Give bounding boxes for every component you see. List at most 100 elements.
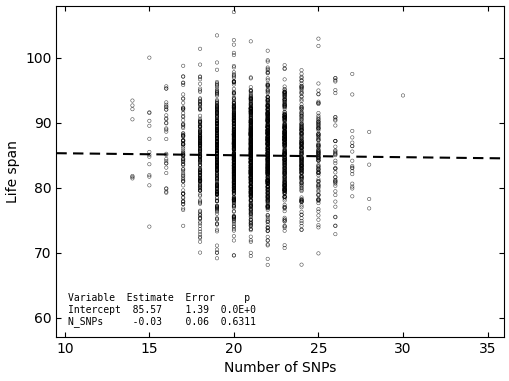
Point bbox=[263, 157, 271, 163]
Point bbox=[195, 172, 204, 178]
Point bbox=[280, 94, 288, 101]
Point bbox=[246, 150, 254, 157]
X-axis label: Number of SNPs: Number of SNPs bbox=[224, 362, 336, 375]
Point bbox=[179, 95, 187, 101]
Point bbox=[280, 155, 288, 161]
Point bbox=[179, 137, 187, 143]
Point bbox=[314, 151, 322, 157]
Point bbox=[230, 153, 238, 159]
Point bbox=[212, 143, 220, 149]
Point bbox=[179, 161, 187, 167]
Point bbox=[263, 130, 271, 136]
Point bbox=[230, 114, 238, 120]
Point bbox=[195, 133, 204, 139]
Point bbox=[263, 168, 271, 174]
Point bbox=[195, 130, 204, 136]
Point bbox=[195, 119, 204, 125]
Point bbox=[230, 151, 238, 157]
Point bbox=[246, 153, 254, 159]
Point bbox=[263, 102, 271, 109]
Point bbox=[179, 190, 187, 197]
Point bbox=[195, 159, 204, 165]
Point bbox=[263, 146, 271, 152]
Point bbox=[246, 117, 254, 123]
Point bbox=[246, 183, 254, 189]
Point bbox=[297, 110, 305, 116]
Point bbox=[280, 154, 288, 160]
Point bbox=[212, 142, 220, 148]
Point bbox=[195, 170, 204, 176]
Point bbox=[348, 143, 356, 149]
Point bbox=[246, 150, 254, 156]
Point bbox=[263, 125, 271, 131]
Point bbox=[263, 99, 271, 105]
Point bbox=[230, 105, 238, 111]
Point bbox=[263, 129, 271, 135]
Point bbox=[263, 66, 271, 72]
Point bbox=[212, 158, 220, 164]
Point bbox=[314, 170, 322, 176]
Point bbox=[212, 203, 220, 210]
Point bbox=[230, 128, 238, 134]
Point bbox=[331, 152, 339, 158]
Point bbox=[212, 165, 220, 171]
Point bbox=[230, 167, 238, 173]
Point bbox=[246, 38, 254, 45]
Point bbox=[263, 181, 271, 187]
Point bbox=[212, 141, 220, 147]
Point bbox=[314, 170, 322, 176]
Point bbox=[297, 93, 305, 99]
Point bbox=[246, 136, 254, 142]
Point bbox=[297, 211, 305, 218]
Point bbox=[246, 122, 254, 128]
Point bbox=[314, 224, 322, 231]
Point bbox=[280, 168, 288, 174]
Point bbox=[246, 221, 254, 227]
Point bbox=[212, 171, 220, 178]
Point bbox=[230, 153, 238, 159]
Point bbox=[280, 125, 288, 131]
Point bbox=[246, 175, 254, 181]
Point bbox=[263, 160, 271, 166]
Point bbox=[280, 98, 288, 104]
Point bbox=[280, 133, 288, 139]
Point bbox=[246, 109, 254, 115]
Point bbox=[195, 199, 204, 205]
Point bbox=[246, 157, 254, 163]
Point bbox=[364, 129, 373, 135]
Point bbox=[263, 181, 271, 187]
Point bbox=[212, 154, 220, 160]
Point bbox=[246, 122, 254, 128]
Point bbox=[246, 147, 254, 153]
Point bbox=[280, 123, 288, 129]
Point bbox=[297, 202, 305, 208]
Point bbox=[297, 146, 305, 152]
Point bbox=[246, 131, 254, 138]
Point bbox=[195, 211, 204, 217]
Point bbox=[246, 167, 254, 173]
Point bbox=[280, 129, 288, 135]
Point bbox=[263, 194, 271, 200]
Point bbox=[230, 108, 238, 114]
Point bbox=[263, 118, 271, 124]
Point bbox=[280, 101, 288, 107]
Point bbox=[195, 183, 204, 189]
Point bbox=[297, 212, 305, 218]
Point bbox=[230, 144, 238, 150]
Point bbox=[212, 139, 220, 146]
Point bbox=[212, 159, 220, 165]
Point bbox=[195, 154, 204, 160]
Point bbox=[246, 139, 254, 145]
Point bbox=[314, 142, 322, 149]
Point bbox=[280, 190, 288, 196]
Point bbox=[263, 184, 271, 190]
Point bbox=[263, 158, 271, 164]
Point bbox=[246, 208, 254, 215]
Point bbox=[230, 110, 238, 116]
Point bbox=[230, 117, 238, 123]
Point bbox=[246, 156, 254, 162]
Point bbox=[280, 202, 288, 208]
Point bbox=[230, 190, 238, 197]
Point bbox=[212, 222, 220, 228]
Point bbox=[212, 141, 220, 147]
